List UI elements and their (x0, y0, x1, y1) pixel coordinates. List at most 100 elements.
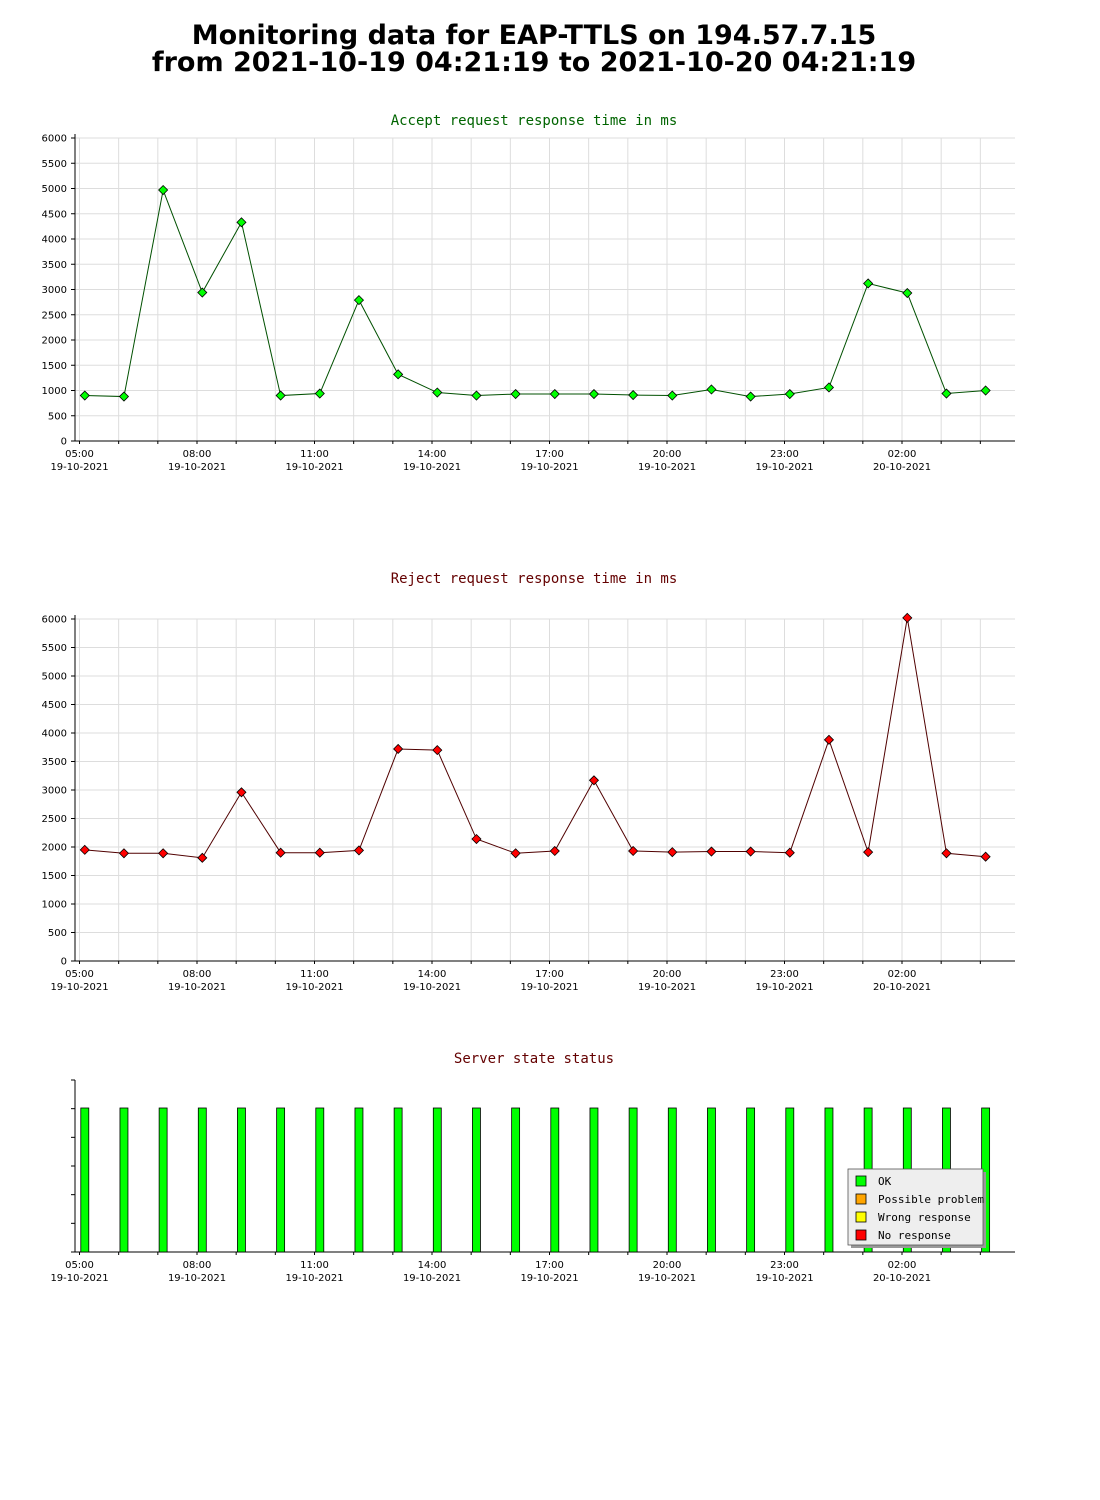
status-bar (237, 1107, 246, 1253)
x-tick-date-label: 19-10-2021 (50, 982, 108, 993)
x-tick-date-label: 19-10-2021 (638, 1273, 696, 1284)
reject-data-point (549, 845, 560, 857)
y-tick-label: 2000 (42, 843, 67, 854)
x-tick-date-label: 19-10-2021 (403, 462, 461, 473)
status-bar (393, 1107, 403, 1253)
y-tick-label: 3500 (42, 260, 67, 271)
accept-data-point (158, 184, 169, 196)
status-bar (550, 1107, 560, 1253)
x-tick-time-label: 20:00 (653, 449, 682, 460)
accept-data-point (471, 390, 482, 401)
x-tick-time-label: 23:00 (770, 969, 799, 980)
x-tick-time-label: 08:00 (183, 1260, 212, 1271)
y-tick-label: 1000 (42, 900, 67, 911)
reject-data-point (236, 787, 247, 798)
x-tick-date-label: 19-10-2021 (755, 982, 813, 993)
legend-swatch (855, 1175, 867, 1187)
reject-data-point (980, 851, 991, 862)
y-tick-label: 6000 (42, 615, 67, 626)
status-bar (119, 1107, 129, 1253)
accept-data-point (510, 388, 521, 400)
x-tick-date-label: 20-10-2021 (873, 1273, 931, 1284)
accept-data-point (314, 388, 325, 399)
y-tick-label: 6000 (42, 134, 67, 145)
chart-title: Accept request response time in ms (391, 113, 678, 129)
legend-swatch (855, 1229, 867, 1241)
status-bar (197, 1107, 207, 1253)
accept-data-point (863, 278, 874, 289)
y-tick-label: 5000 (42, 672, 67, 683)
y-tick-label: 0 (61, 957, 67, 968)
accept-data-point (353, 295, 365, 306)
x-tick-date-label: 19-10-2021 (520, 982, 578, 993)
x-tick-date-label: 19-10-2021 (520, 1273, 578, 1284)
x-tick-time-label: 14:00 (418, 1260, 447, 1271)
x-tick-date-label: 19-10-2021 (285, 462, 343, 473)
accept-data-point (941, 388, 952, 399)
server-state-status-chart: Server state status 05:00 19-10-2021 08:00 1… (50, 1051, 1015, 1284)
y-tick-label: 2000 (42, 336, 67, 347)
y-tick-label: 1500 (42, 871, 67, 882)
x-tick-date-label: 20-10-2021 (873, 982, 931, 993)
status-bar (667, 1107, 677, 1253)
reject-data-point (823, 734, 835, 745)
x-tick-date-label: 20-10-2021 (873, 462, 931, 473)
accept-data-point (823, 382, 835, 393)
accept-data-point (667, 390, 678, 401)
x-tick-time-label: 05:00 (65, 1260, 94, 1271)
x-tick-date-label: 19-10-2021 (168, 1273, 226, 1284)
reject-data-point (588, 775, 600, 786)
x-tick-date-label: 19-10-2021 (403, 1273, 461, 1284)
x-tick-date-label: 19-10-2021 (168, 462, 226, 473)
status-bar (276, 1107, 286, 1253)
page-title-line-2: from 2021-10-19 04:21:19 to 2021-10-20 0… (151, 47, 917, 78)
y-tick-label: 2500 (42, 310, 67, 321)
x-tick-date-label: 19-10-2021 (285, 982, 343, 993)
y-tick-label: 2500 (42, 814, 67, 825)
status-bar (472, 1107, 481, 1253)
status-bar (746, 1107, 756, 1253)
reject-data-point (784, 847, 795, 858)
y-tick-label: 4000 (42, 235, 67, 246)
reject-data-point (471, 833, 482, 845)
accept-data-point (236, 217, 247, 228)
legend-swatch (855, 1193, 867, 1205)
reject-data-point (863, 847, 874, 858)
x-tick-time-label: 17:00 (535, 969, 564, 980)
accept-data-point (784, 388, 795, 400)
y-tick-label: 3000 (42, 285, 67, 296)
y-tick-label: 5000 (42, 184, 67, 195)
x-tick-date-label: 19-10-2021 (168, 982, 226, 993)
status-bar (707, 1107, 716, 1253)
accept-data-point (745, 391, 756, 402)
accept-data-point (118, 391, 130, 402)
x-tick-date-label: 19-10-2021 (50, 1273, 108, 1284)
reject-data-point (353, 845, 365, 856)
x-tick-time-label: 23:00 (770, 449, 799, 460)
x-tick-date-label: 19-10-2021 (285, 1273, 343, 1284)
page-title-line-1: Monitoring data for EAP-TTLS on 194.57.7… (191, 20, 877, 51)
y-tick-label: 500 (48, 928, 67, 939)
x-tick-time-label: 17:00 (535, 449, 564, 460)
y-tick-label: 3500 (42, 757, 67, 768)
status-bar (80, 1107, 90, 1253)
accept-data-point (432, 387, 443, 398)
status-bar (432, 1107, 442, 1253)
x-tick-time-label: 20:00 (653, 1260, 682, 1271)
x-tick-time-label: 11:00 (300, 449, 329, 460)
x-tick-time-label: 17:00 (535, 1260, 564, 1271)
x-tick-time-label: 02:00 (888, 449, 917, 460)
accept-data-point (79, 390, 90, 401)
x-tick-time-label: 11:00 (300, 1260, 329, 1271)
series-line (84, 617, 986, 859)
y-tick-label: 4500 (42, 209, 67, 220)
status-bar (824, 1107, 834, 1253)
accept-data-point (393, 369, 404, 380)
y-tick-label: 0 (61, 437, 67, 448)
x-tick-time-label: 20:00 (653, 969, 682, 980)
legend-label: Possible problem (878, 1193, 984, 1206)
status-bar (589, 1107, 599, 1253)
page-title: Monitoring data for EAP-TTLS on 194.57.7… (0, 22, 1068, 76)
x-tick-date-label: 19-10-2021 (638, 462, 696, 473)
accept-data-point (588, 388, 600, 400)
